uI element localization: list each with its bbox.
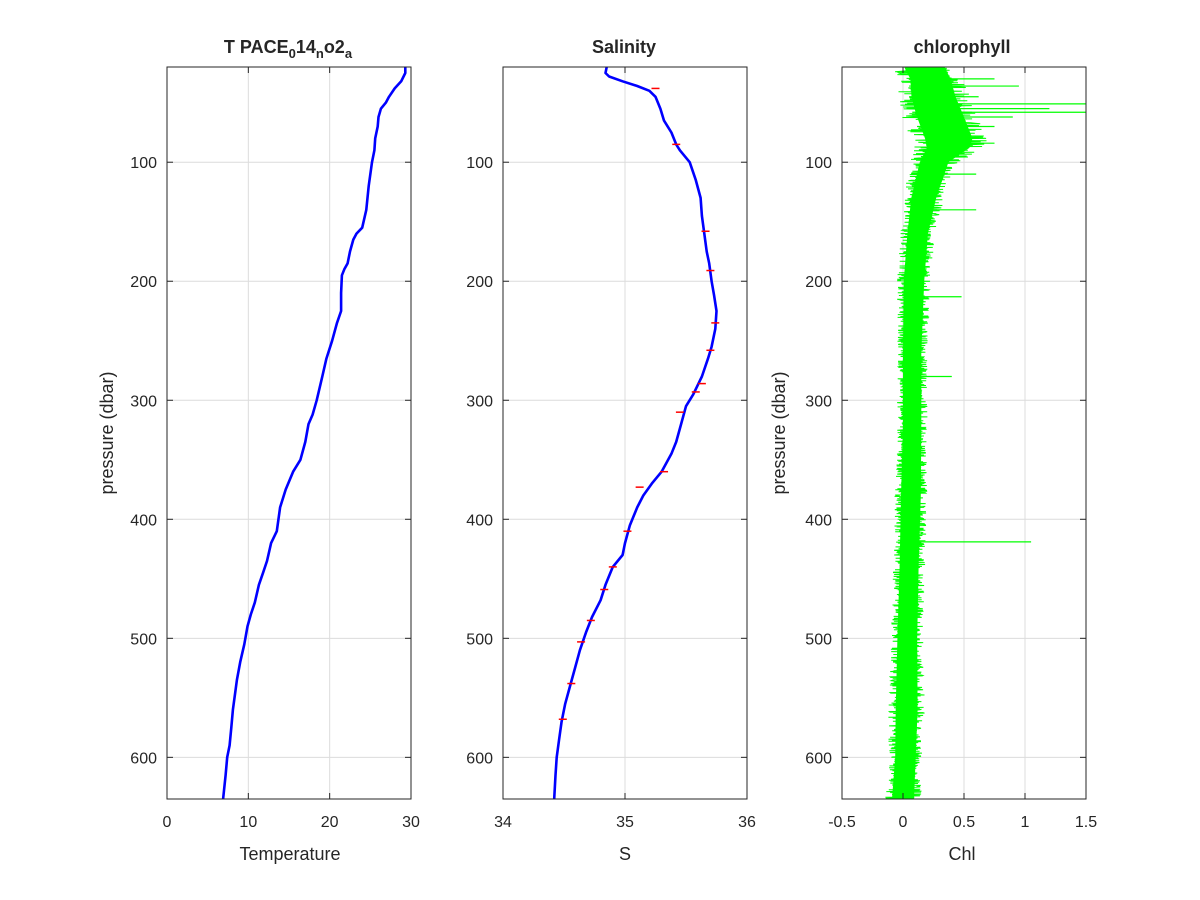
temperature-x-axis-label: Temperature xyxy=(239,844,340,864)
temperature-series-group xyxy=(221,67,407,799)
chlorophyll-y-tick-label: 200 xyxy=(805,274,832,291)
chlorophyll-y-tick-label: 500 xyxy=(805,631,832,648)
temperature-x-tick-label: 10 xyxy=(239,814,257,831)
salinity-panel-title: Salinity xyxy=(592,37,656,57)
salinity-y-tick-label: 400 xyxy=(466,512,493,529)
temperature-y-tick-label: 200 xyxy=(130,274,157,291)
temperature-y-axis-label: pressure (dbar) xyxy=(97,371,117,494)
chlorophyll-x-axis-label: Chl xyxy=(948,844,975,864)
title-part: 0 xyxy=(289,46,296,61)
chlorophyll-y-tick-label: 300 xyxy=(805,393,832,410)
chlorophyll-panel: chlorophyll Chl pressure (dbar) -0.5 0 0.5… xyxy=(769,37,1097,864)
temperature-x-tick-label: 0 xyxy=(163,814,172,831)
temperature-panel: T PACE014no2a Temperature pressure (dbar… xyxy=(97,37,420,864)
title-part: o2 xyxy=(324,37,345,57)
salinity-y-tick-label: 600 xyxy=(466,750,493,767)
temperature-y-tick-label: 400 xyxy=(130,512,157,529)
salinity-x-tick-label: 34 xyxy=(494,814,512,831)
chlorophyll-x-tick-label: -0.5 xyxy=(828,814,856,831)
title-part: T PACE xyxy=(224,37,289,57)
chlorophyll-y-tick-label: 600 xyxy=(805,750,832,767)
temperature-panel-title: T PACE014no2a xyxy=(224,37,353,61)
chlorophyll-y-axis-label: pressure (dbar) xyxy=(769,371,789,494)
salinity-y-tick-label: 100 xyxy=(466,155,493,172)
salinity-y-tick-label: 300 xyxy=(466,393,493,410)
temperature-x-tick-label: 20 xyxy=(321,814,339,831)
title-part: a xyxy=(345,46,353,61)
chlorophyll-x-tick-label: 1.5 xyxy=(1075,814,1097,831)
temperature-x-tick-label: 30 xyxy=(402,814,420,831)
chlorophyll-raw-series-band xyxy=(892,67,973,799)
chlorophyll-x-tick-label: 1 xyxy=(1021,814,1030,831)
temperature-y-tick-label: 300 xyxy=(130,393,157,410)
temperature-series-line xyxy=(221,67,407,799)
temperature-axes-box xyxy=(166,66,412,800)
chlorophyll-x-tick-label: 0.5 xyxy=(953,814,975,831)
temperature-y-tick-label: 100 xyxy=(130,155,157,172)
chlorophyll-y-tick-label: 100 xyxy=(805,155,832,172)
temperature-y-tick-label: 500 xyxy=(130,631,157,648)
salinity-y-tick-label: 500 xyxy=(466,631,493,648)
chlorophyll-series-group xyxy=(885,67,1086,799)
salinity-x-axis-label: S xyxy=(619,844,631,864)
salinity-series-group xyxy=(552,67,720,799)
salinity-panel: Salinity S 34 35 36 100 200 300 400 500 600 xyxy=(466,37,756,864)
salinity-x-tick-label: 35 xyxy=(616,814,634,831)
temperature-plot-area xyxy=(167,67,411,799)
title-part: n xyxy=(316,46,324,61)
title-part: 14 xyxy=(296,37,316,57)
chlorophyll-x-tick-label: 0 xyxy=(899,814,908,831)
salinity-x-tick-label: 36 xyxy=(738,814,756,831)
chlorophyll-y-tick-label: 400 xyxy=(805,512,832,529)
chlorophyll-panel-title: chlorophyll xyxy=(913,37,1010,57)
temperature-y-tick-label: 600 xyxy=(130,750,157,767)
salinity-y-tick-label: 200 xyxy=(466,274,493,291)
